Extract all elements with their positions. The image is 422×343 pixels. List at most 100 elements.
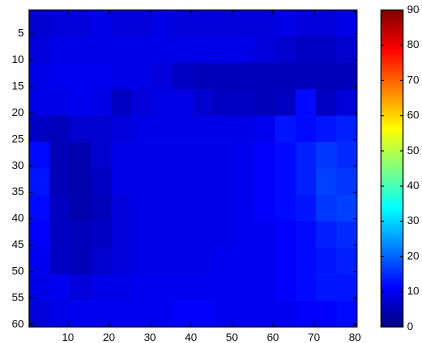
heat-cell xyxy=(296,169,317,196)
x-tick-label: 10 xyxy=(62,332,74,343)
heat-cell xyxy=(173,63,194,90)
colorbar-tick-label: 60 xyxy=(407,110,419,122)
heat-cell xyxy=(111,248,132,275)
heat-cell xyxy=(132,89,153,116)
heat-cell xyxy=(193,301,214,328)
heat-cell xyxy=(337,36,358,63)
heat-cell xyxy=(316,89,337,116)
colorbar-tick-label: 70 xyxy=(407,74,419,86)
heat-cell xyxy=(193,116,214,143)
heat-cell xyxy=(70,116,91,143)
x-tick-label: 40 xyxy=(185,332,197,343)
heat-cell xyxy=(316,63,337,90)
heat-cell xyxy=(214,248,235,275)
x-tick-label: 70 xyxy=(308,332,320,343)
heat-cell xyxy=(29,89,50,116)
heat-cell xyxy=(296,274,317,301)
heat-cell xyxy=(234,89,255,116)
heat-cell xyxy=(234,301,255,328)
heat-cell xyxy=(29,195,50,222)
heat-cell xyxy=(193,274,214,301)
heat-cell xyxy=(111,116,132,143)
heat-cell xyxy=(132,195,153,222)
heat-cell xyxy=(316,221,337,248)
y-tick-label: 10 xyxy=(12,54,24,66)
heat-cell xyxy=(152,10,173,37)
heat-cell xyxy=(234,221,255,248)
heat-cell xyxy=(316,248,337,275)
heat-cell xyxy=(50,274,71,301)
heat-cell xyxy=(132,36,153,63)
heat-cell xyxy=(337,221,358,248)
heat-cell xyxy=(296,195,317,222)
heat-cell xyxy=(337,89,358,116)
heat-cell xyxy=(91,195,112,222)
heat-cell xyxy=(29,63,50,90)
heat-cell xyxy=(173,89,194,116)
heat-cell xyxy=(193,89,214,116)
y-tick-label: 15 xyxy=(12,81,24,93)
heat-cell xyxy=(70,142,91,169)
heatmap xyxy=(29,10,357,327)
heat-cell xyxy=(50,10,71,37)
heat-cell xyxy=(152,89,173,116)
heat-cell xyxy=(152,301,173,328)
heat-cell xyxy=(111,142,132,169)
heat-cell xyxy=(193,10,214,37)
heat-cell xyxy=(70,169,91,196)
heat-cell xyxy=(111,221,132,248)
heat-cell xyxy=(296,248,317,275)
heat-cell xyxy=(275,63,296,90)
heat-cell xyxy=(214,169,235,196)
heat-cell xyxy=(132,248,153,275)
heat-cell xyxy=(152,63,173,90)
heat-cell xyxy=(255,10,276,37)
heat-cell xyxy=(111,36,132,63)
heat-cell xyxy=(275,301,296,328)
heat-cell xyxy=(255,221,276,248)
heat-cell xyxy=(275,169,296,196)
heat-cell xyxy=(111,195,132,222)
heat-cell xyxy=(173,169,194,196)
heat-cell xyxy=(132,169,153,196)
heat-cell xyxy=(91,36,112,63)
heat-cell xyxy=(50,116,71,143)
heat-cell xyxy=(111,10,132,37)
y-tick-label: 20 xyxy=(12,107,24,119)
x-tick-label: 60 xyxy=(267,332,279,343)
heat-cell xyxy=(296,221,317,248)
heat-cell xyxy=(214,301,235,328)
x-tick-label: 20 xyxy=(103,332,115,343)
y-tick-label: 50 xyxy=(12,265,24,277)
heat-cell xyxy=(173,10,194,37)
heat-cell xyxy=(70,10,91,37)
heat-cell xyxy=(214,142,235,169)
heat-cell xyxy=(70,274,91,301)
heat-cell xyxy=(316,116,337,143)
heat-cell xyxy=(214,10,235,37)
heat-cell xyxy=(296,63,317,90)
colorbar-tick-label: 0 xyxy=(407,321,413,333)
heat-cell xyxy=(275,195,296,222)
heat-cell xyxy=(193,169,214,196)
heat-cell xyxy=(296,301,317,328)
heat-cell xyxy=(234,63,255,90)
heat-cell xyxy=(193,248,214,275)
heat-cell xyxy=(152,169,173,196)
heat-cell xyxy=(91,169,112,196)
heat-cell xyxy=(91,274,112,301)
heat-cell xyxy=(91,248,112,275)
heat-cell xyxy=(50,301,71,328)
heat-cell xyxy=(152,195,173,222)
heat-cell xyxy=(316,301,337,328)
heat-cell xyxy=(132,63,153,90)
heat-cell xyxy=(152,36,173,63)
heat-cell xyxy=(316,169,337,196)
heat-cell xyxy=(152,116,173,143)
heat-cell xyxy=(337,195,358,222)
heat-cell xyxy=(173,36,194,63)
heat-cell xyxy=(152,142,173,169)
heat-cell xyxy=(132,10,153,37)
heat-cell xyxy=(91,63,112,90)
heat-cell xyxy=(70,248,91,275)
